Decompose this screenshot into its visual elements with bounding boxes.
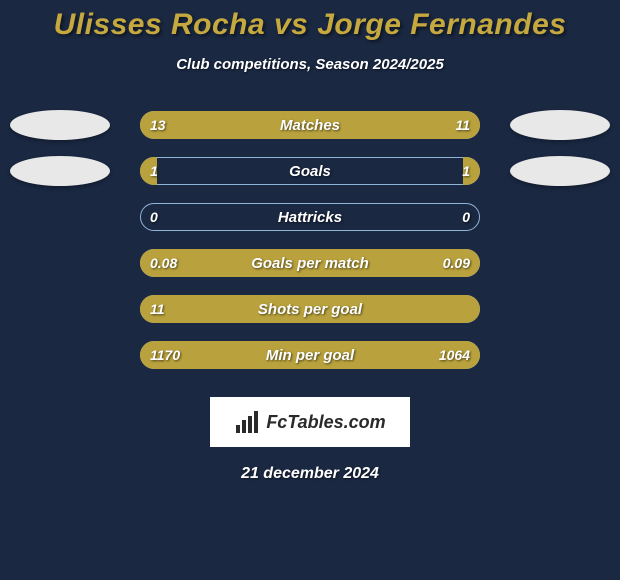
stat-bar: 11Goals xyxy=(140,157,480,185)
stat-label: Min per goal xyxy=(140,341,480,369)
stat-bar: 0.080.09Goals per match xyxy=(140,249,480,277)
stat-rows: 1311Matches 11Goals 00Hattricks 0.080.09Goa… xyxy=(0,111,620,369)
page-title: Ulisses Rocha vs Jorge Fernandes xyxy=(0,8,620,42)
logo-badge: FcTables.com xyxy=(210,397,410,447)
stat-label: Hattricks xyxy=(140,203,480,231)
stat-bar: 11Shots per goal xyxy=(140,295,480,323)
ellipse-icon xyxy=(510,156,610,186)
stat-row: 00Hattricks xyxy=(0,203,620,231)
chart-icon xyxy=(234,409,260,435)
ellipse-icon xyxy=(510,110,610,140)
team-badge-right xyxy=(510,109,610,141)
stat-label: Goals per match xyxy=(140,249,480,277)
stat-row: 1311Matches xyxy=(0,111,620,139)
ellipse-icon xyxy=(10,156,110,186)
team-badge-left xyxy=(10,109,110,141)
stat-row: 11701064Min per goal xyxy=(0,341,620,369)
team-badge-right xyxy=(510,155,610,187)
stat-label: Goals xyxy=(140,157,480,185)
stat-row: 11Shots per goal xyxy=(0,295,620,323)
comparison-card: Ulisses Rocha vs Jorge Fernandes Club co… xyxy=(0,0,620,483)
ellipse-icon xyxy=(10,110,110,140)
stat-bar: 1311Matches xyxy=(140,111,480,139)
subtitle: Club competitions, Season 2024/2025 xyxy=(0,56,620,73)
stat-row: 0.080.09Goals per match xyxy=(0,249,620,277)
stat-row: 11Goals xyxy=(0,157,620,185)
logo-text: FcTables.com xyxy=(266,412,385,433)
stat-label: Matches xyxy=(140,111,480,139)
team-badge-left xyxy=(10,155,110,187)
stat-bar: 11701064Min per goal xyxy=(140,341,480,369)
stat-label: Shots per goal xyxy=(140,295,480,323)
date-label: 21 december 2024 xyxy=(0,465,620,483)
stat-bar: 00Hattricks xyxy=(140,203,480,231)
